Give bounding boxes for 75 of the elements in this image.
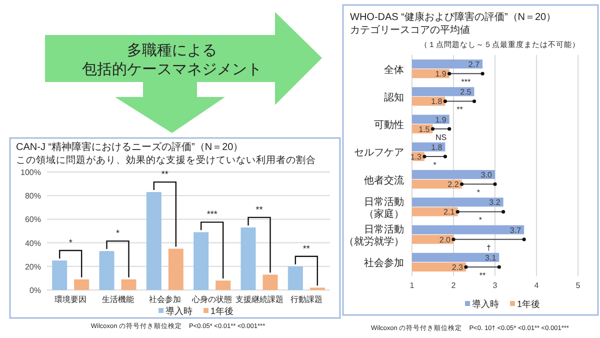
y-tick-label: 日常活動（就労就学） [344, 224, 404, 248]
annotation: ** [302, 243, 310, 254]
chart-title: WHO-DAS “健康および障害の評価”（N＝20） [350, 11, 556, 23]
bar [168, 248, 184, 290]
annotation: * [476, 188, 480, 198]
text: 多職種による [127, 42, 217, 59]
bar [52, 260, 68, 290]
y-tick-label: 日常活動（家庭） [364, 196, 404, 220]
y-tick-label: 他者交流 [364, 174, 404, 186]
bar [121, 279, 136, 290]
annotation: NS [435, 132, 447, 142]
y-tick-label: 100% [20, 168, 41, 177]
data-label: 2.0 [439, 235, 452, 244]
data-label: 1.8 [431, 142, 443, 152]
annotation: *** [206, 209, 218, 220]
legend-label: 1年後 [210, 306, 234, 316]
bar [74, 279, 90, 290]
bar [216, 280, 231, 290]
x-tick-label: 社会参加 [148, 295, 181, 304]
chart-subtitle: カテゴリースコアの平均値 [350, 24, 470, 36]
data-label: 2.5 [460, 88, 472, 97]
x-tick-label: 5 [576, 281, 581, 290]
bar [288, 266, 303, 290]
data-label: 2.1 [444, 208, 456, 217]
data-label: 3.7 [510, 226, 522, 235]
y-tick-label: 認知 [384, 91, 404, 104]
x-tick-label: 支援継続課題 [235, 295, 284, 304]
annotation: ** [161, 169, 169, 180]
bar [146, 192, 162, 290]
y-tick-label: 可動性 [374, 119, 404, 132]
legend-label: 導入時 [472, 299, 499, 309]
annotation: * [478, 216, 482, 225]
x-tick-label: 4 [534, 281, 540, 290]
y-tick-label: 80% [24, 192, 41, 201]
annotation: ** [256, 204, 264, 214]
bar [194, 232, 209, 290]
x-tick-label: 2 [451, 281, 456, 290]
annotation: *** [461, 78, 471, 87]
chart-subtitle: この領域に問題があり、効果的な支援を受けていない利用者の割合 [16, 154, 316, 166]
annotation: * [68, 238, 73, 248]
y-tick-label: セルフケア [354, 148, 404, 159]
data-label: 3.2 [489, 198, 501, 208]
y-tick-label: 60% [24, 215, 41, 224]
y-tick-label: 社会参加 [364, 257, 404, 270]
x-tick-label: 環境要因 [54, 295, 87, 304]
annotation: ** [479, 270, 486, 280]
annotation: * [433, 160, 436, 170]
y-tick-label: 40% [24, 238, 41, 248]
bar [99, 251, 114, 290]
legend-label: 導入時 [166, 306, 192, 316]
data-label: 2.2 [448, 180, 460, 190]
data-label: 1.9 [435, 115, 447, 124]
data-label: 3.1 [485, 253, 497, 262]
x-tick-label: 行動課題 [290, 295, 322, 304]
data-label: 1.8 [431, 97, 443, 106]
annotation: ** [456, 105, 463, 114]
text: 包括的ケースマネジメント [82, 61, 262, 78]
data-label: 2.3 [452, 262, 464, 272]
data-label: 1.9 [435, 70, 447, 79]
bar [262, 274, 278, 290]
data-label: 3.0 [480, 170, 493, 180]
bar [240, 227, 256, 290]
chart-title: CAN-J “精神障害におけるニーズの評価”（N＝20） [16, 141, 244, 153]
data-label: 2.7 [468, 60, 480, 70]
y-tick-label: 20% [24, 262, 41, 272]
y-tick-label: 0% [29, 286, 41, 295]
x-tick-label: 生活機能 [102, 295, 134, 304]
annotation: * [116, 228, 120, 238]
y-tick-label: 全体 [384, 64, 404, 76]
x-tick-label: 心身の状態 [191, 295, 232, 304]
x-tick-label: 3 [492, 281, 498, 290]
legend-label: 1年後 [517, 299, 540, 309]
data-label: 1.5 [418, 124, 430, 134]
x-tick-label: 1 [410, 281, 415, 290]
annotation: † [486, 243, 491, 252]
